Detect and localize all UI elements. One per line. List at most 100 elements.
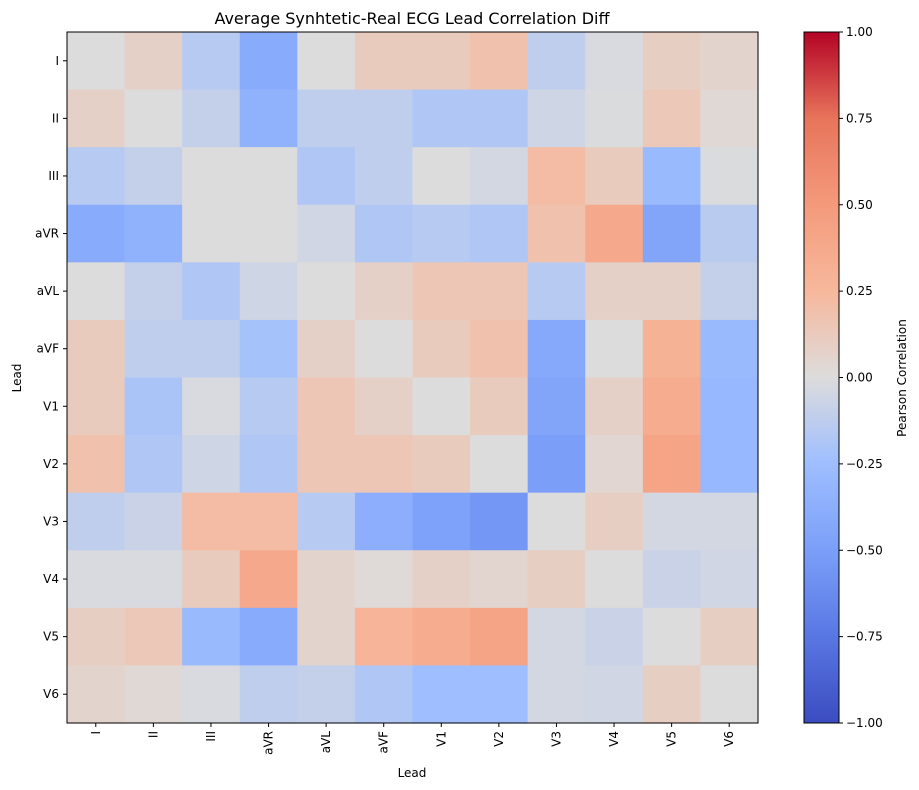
heatmap-cell (297, 262, 356, 321)
heatmap-cell (585, 492, 644, 551)
y-tick-label: II (52, 111, 59, 125)
x-axis-ticks: I II III aVR aVL aVF V1 V2 V3 V4 V5 V6 (89, 723, 736, 755)
heatmap-cell (412, 435, 471, 494)
heatmap-cell (67, 32, 126, 91)
heatmap-cell (642, 665, 702, 724)
colorbar-tick-label: 0.00 (846, 371, 873, 385)
heatmap-cell (642, 377, 702, 436)
heatmap-cells (67, 32, 759, 724)
heatmap-cell (527, 607, 586, 667)
heatmap-cell (700, 550, 759, 609)
heatmap-cell (642, 492, 702, 551)
heatmap-cell (297, 435, 356, 494)
heatmap-cell (412, 607, 471, 667)
x-tick-label: V4 (607, 731, 621, 747)
heatmap-cell (67, 319, 126, 379)
heatmap-cell (297, 607, 356, 667)
heatmap-cell (412, 32, 471, 91)
heatmap-cell (239, 435, 298, 494)
y-tick-label: V4 (43, 572, 59, 586)
heatmap-cell (700, 262, 759, 321)
colorbar-label: Pearson Correlation (895, 319, 909, 437)
heatmap-cell (297, 319, 356, 379)
heatmap-cell (470, 319, 529, 379)
heatmap-cell (470, 89, 529, 148)
heatmap-cell (470, 492, 529, 551)
x-tick-label: V6 (722, 731, 736, 747)
heatmap-cell (124, 665, 183, 724)
heatmap-cell (642, 550, 702, 609)
y-tick-label: aVF (37, 342, 60, 356)
heatmap-cell (67, 435, 126, 494)
heatmap-cell (354, 550, 414, 609)
x-tick-label: aVF (377, 731, 391, 754)
heatmap-cell (239, 550, 298, 609)
x-tick-label: V1 (434, 731, 448, 747)
heatmap-cell (527, 550, 586, 609)
heatmap-cell (67, 377, 126, 436)
heatmap-cell (354, 204, 414, 263)
heatmap-cell (700, 492, 759, 551)
heatmap-cell (470, 204, 529, 263)
heatmap-cell (297, 492, 356, 551)
heatmap-cell (182, 147, 241, 206)
x-tick-label: V3 (549, 731, 563, 747)
heatmap-cell (67, 607, 126, 667)
heatmap-cell (412, 262, 471, 321)
heatmap-cell (182, 607, 241, 667)
heatmap-cell (182, 32, 241, 91)
heatmap-cell (412, 492, 471, 551)
heatmap-cell (700, 32, 759, 91)
heatmap-cell (124, 204, 183, 263)
heatmap-cell (239, 665, 298, 724)
heatmap-cell (527, 377, 586, 436)
heatmap-cell (470, 32, 529, 91)
heatmap-cell (642, 204, 702, 263)
heatmap-cell (297, 550, 356, 609)
colorbar-tick-label: −0.75 (846, 630, 883, 644)
heatmap-cell (527, 32, 586, 91)
heatmap-cell (700, 377, 759, 436)
heatmap-cell (239, 377, 298, 436)
heatmap-cell (700, 435, 759, 494)
heatmap-cell (239, 204, 298, 263)
heatmap-cell (67, 147, 126, 206)
heatmap-cell (470, 377, 529, 436)
heatmap-cell (700, 607, 759, 667)
heatmap-cell (470, 607, 529, 667)
colorbar-tick-label: 0.25 (846, 284, 873, 298)
heatmap-cell (297, 32, 356, 91)
heatmap-cell (239, 147, 298, 206)
x-tick-label: V2 (492, 731, 506, 747)
heatmap-cell (642, 435, 702, 494)
colorbar-tick-label: 0.75 (846, 111, 873, 125)
heatmap-cell (354, 492, 414, 551)
heatmap-cell (470, 665, 529, 724)
heatmap-cell (182, 492, 241, 551)
heatmap-cell (585, 32, 644, 91)
heatmap-cell (527, 435, 586, 494)
heatmap-cell (239, 262, 298, 321)
heatmap-cell (527, 319, 586, 379)
heatmap-cell (124, 435, 183, 494)
y-tick-label: V6 (43, 687, 59, 701)
y-axis-label: Lead (10, 364, 24, 393)
y-tick-label: I (55, 54, 59, 68)
colorbar-ticks: 1.00 0.75 0.50 0.25 0.00 −0.25 −0.50 −0.75 −1.00 (839, 25, 883, 730)
y-tick-label: III (48, 169, 59, 183)
heatmap-cell (470, 550, 529, 609)
heatmap-cell (297, 377, 356, 436)
heatmap-cell (182, 319, 241, 379)
heatmap-cell (124, 607, 183, 667)
heatmap-cell (412, 89, 471, 148)
heatmap-cell (124, 319, 183, 379)
heatmap-cell (527, 262, 586, 321)
heatmap-cell (239, 607, 298, 667)
y-tick-label: aVL (37, 284, 60, 298)
y-tick-label: V2 (43, 457, 59, 471)
heatmap-cell (124, 262, 183, 321)
heatmap-cell (67, 89, 126, 148)
heatmap-cell (585, 665, 644, 724)
heatmap-cell (412, 550, 471, 609)
